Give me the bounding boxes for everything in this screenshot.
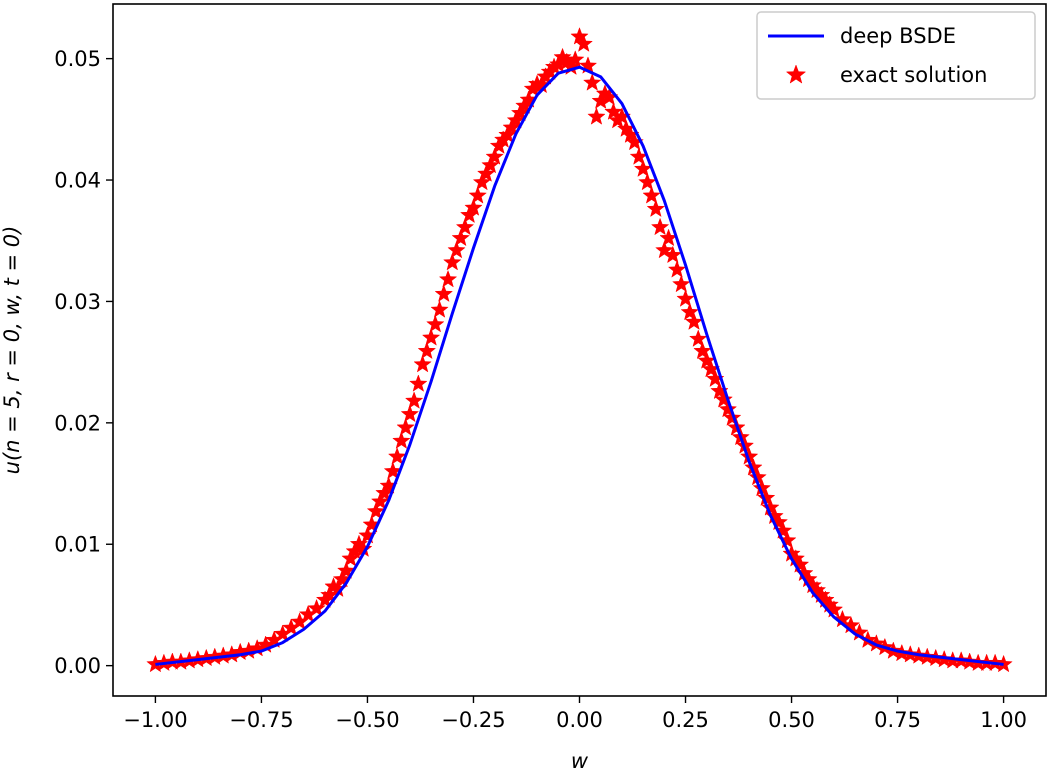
exact-solution-point [718, 399, 738, 418]
exact-solution-point [693, 341, 712, 360]
axes-background [113, 4, 1046, 696]
exact-solution-point [684, 312, 704, 330]
x-tick-label: −1.00 [123, 708, 187, 732]
legend-label-deep-bsde: deep BSDE [840, 24, 956, 48]
exact-solution-point [667, 260, 687, 278]
exact-solution-point [464, 198, 483, 216]
y-axis-ticks: 0.00 0.01 0.02 0.03 0.04 0.05 [54, 47, 113, 678]
x-tick-label: 0.25 [662, 708, 709, 732]
y-tick-label: 0.00 [54, 654, 101, 678]
exact-solution-point [413, 354, 432, 373]
exact-solution-point [481, 155, 500, 174]
exact-solution-point [366, 501, 386, 520]
exact-solution-point [451, 228, 470, 247]
exact-solution-point [421, 328, 441, 346]
exact-solution-point [655, 240, 674, 259]
exact-solution-point [476, 164, 496, 182]
exact-solution-point [392, 431, 411, 449]
plot-area [112, 3, 1047, 697]
exact-solution-point [672, 274, 691, 293]
exact-solution-point [485, 147, 504, 165]
exact-solution-point [434, 284, 454, 303]
exact-solution-point [396, 417, 415, 436]
legend-star-icon [785, 64, 807, 84]
exact-solution-point [722, 408, 742, 426]
exact-solution-point [468, 186, 487, 204]
exact-solution-point [417, 341, 437, 360]
y-tick-label: 0.02 [54, 411, 101, 435]
y-tick-label: 0.05 [54, 47, 101, 71]
exact-solution-point [400, 404, 420, 423]
exact-solution-point [455, 217, 475, 236]
exact-solution-point [680, 302, 699, 321]
exact-solution-point [370, 492, 390, 510]
x-axis-label: w [571, 749, 589, 771]
x-tick-label: 0.50 [768, 708, 815, 732]
deep-bsde-line [155, 65, 1004, 666]
x-tick-label: −0.25 [441, 708, 505, 732]
x-tick-label: −0.75 [229, 708, 293, 732]
exact-solution-point [447, 240, 466, 259]
exact-solution-point [604, 102, 623, 120]
exact-solution-point [650, 217, 670, 236]
x-tick-label: 1.00 [980, 708, 1027, 732]
exact-solution-point [646, 199, 666, 218]
exact-solution-point [587, 107, 606, 125]
exact-solution-point [642, 186, 661, 204]
legend-label-exact-solution: exact solution [840, 63, 987, 87]
exact-solution-point [337, 561, 356, 579]
exact-solution-point [443, 252, 462, 271]
exact-solution-point [574, 34, 593, 52]
exact-solution-point [307, 598, 326, 617]
x-axis-ticks: −1.00 −0.75 −0.50 −0.25 0.00 0.25 0.50 0.75 1.00 [123, 696, 1027, 732]
deep-bsde-series [155, 65, 1004, 666]
exact-solution-point [409, 374, 428, 392]
exact-solution-point [824, 600, 844, 618]
exact-solution-point [663, 245, 683, 264]
exact-solution-point [714, 390, 733, 408]
exact-solution-point [689, 329, 708, 347]
exact-solution-point [426, 314, 445, 333]
exact-solution-point [570, 27, 589, 45]
y-axis-label: u(n = 5, r = 0, w, t = 0) [0, 226, 24, 475]
exact-solution-point [404, 391, 424, 409]
y-tick-label: 0.01 [54, 533, 101, 557]
x-tick-label: 0.00 [556, 708, 603, 732]
exact-solution-point [387, 447, 407, 465]
exact-solution-point [472, 172, 492, 191]
exact-solution-point [676, 289, 695, 307]
legend: deep BSDE exact solution [756, 11, 1036, 100]
x-tick-label: −0.50 [335, 708, 399, 732]
exact-solution-point [638, 172, 657, 191]
y-tick-label: 0.03 [54, 290, 101, 314]
exact-solution-point [438, 269, 458, 288]
exact-solution-point [430, 300, 449, 318]
legend-frame [756, 11, 1036, 100]
exact-solution-point [710, 381, 729, 400]
legend-star-swatch [785, 64, 807, 84]
exact-solution-point [582, 73, 602, 91]
y-tick-label: 0.04 [54, 169, 101, 193]
x-tick-label: 0.75 [874, 708, 921, 732]
exact-solution-point [566, 50, 585, 68]
